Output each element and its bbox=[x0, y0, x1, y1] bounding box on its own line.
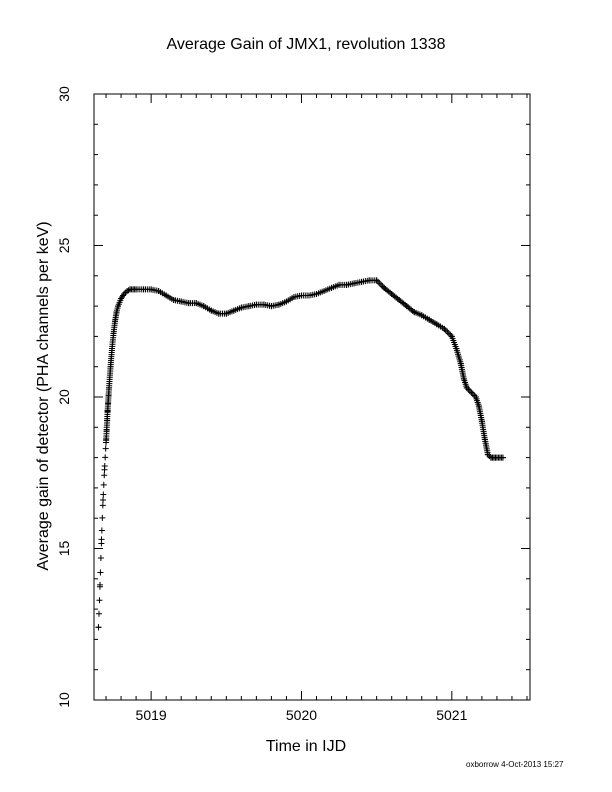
data-point bbox=[103, 436, 110, 443]
data-point bbox=[103, 427, 110, 434]
tick-labels: 5019 5020 5021 10 15 20 25 30 bbox=[56, 86, 468, 723]
data-point bbox=[468, 389, 475, 396]
data-point bbox=[97, 555, 104, 562]
axis-ticks bbox=[94, 93, 530, 701]
y-tick-label: 30 bbox=[56, 86, 72, 102]
y-tick-label: 10 bbox=[56, 692, 72, 708]
data-points bbox=[95, 277, 506, 631]
data-point bbox=[375, 278, 382, 285]
data-point bbox=[376, 280, 383, 287]
x-axis-label: Time in IJD bbox=[265, 738, 347, 755]
y-tick-label: 20 bbox=[56, 389, 72, 405]
data-point bbox=[499, 454, 506, 461]
data-point bbox=[101, 472, 108, 479]
data-point bbox=[100, 491, 107, 498]
data-point bbox=[105, 400, 112, 407]
data-point bbox=[444, 328, 451, 335]
data-point bbox=[97, 569, 104, 576]
data-point bbox=[95, 610, 102, 617]
data-point bbox=[96, 597, 103, 604]
x-tick-label: 5021 bbox=[436, 707, 467, 723]
data-point bbox=[99, 502, 106, 509]
data-point bbox=[96, 583, 103, 590]
x-tick-label: 5020 bbox=[286, 707, 317, 723]
chart-title: Average Gain of JMX1, revolution 1338 bbox=[166, 36, 446, 53]
x-tick-label: 5019 bbox=[136, 707, 167, 723]
data-point bbox=[379, 283, 386, 290]
y-tick-label: 25 bbox=[56, 238, 72, 254]
data-point bbox=[98, 540, 105, 547]
data-point bbox=[101, 463, 108, 470]
data-point bbox=[124, 287, 131, 294]
data-point bbox=[442, 327, 449, 334]
data-point bbox=[104, 417, 111, 424]
data-point bbox=[445, 330, 452, 337]
data-point bbox=[95, 624, 102, 631]
data-point bbox=[469, 390, 476, 397]
plot-frame bbox=[93, 93, 531, 701]
y-tick-label: 15 bbox=[56, 541, 72, 557]
data-point bbox=[102, 445, 109, 452]
data-point bbox=[98, 527, 105, 534]
y-axis-label: Average gain of detector (PHA channels p… bbox=[35, 221, 52, 571]
data-point bbox=[105, 392, 112, 399]
footer-stamp: oxborrow 4-Oct-2013 15:27 bbox=[466, 760, 564, 769]
data-point bbox=[100, 481, 107, 488]
data-point bbox=[104, 408, 111, 415]
data-point bbox=[466, 387, 473, 394]
data-point bbox=[378, 281, 385, 288]
data-point bbox=[100, 497, 107, 504]
data-point bbox=[102, 454, 109, 461]
data-point bbox=[99, 514, 106, 521]
